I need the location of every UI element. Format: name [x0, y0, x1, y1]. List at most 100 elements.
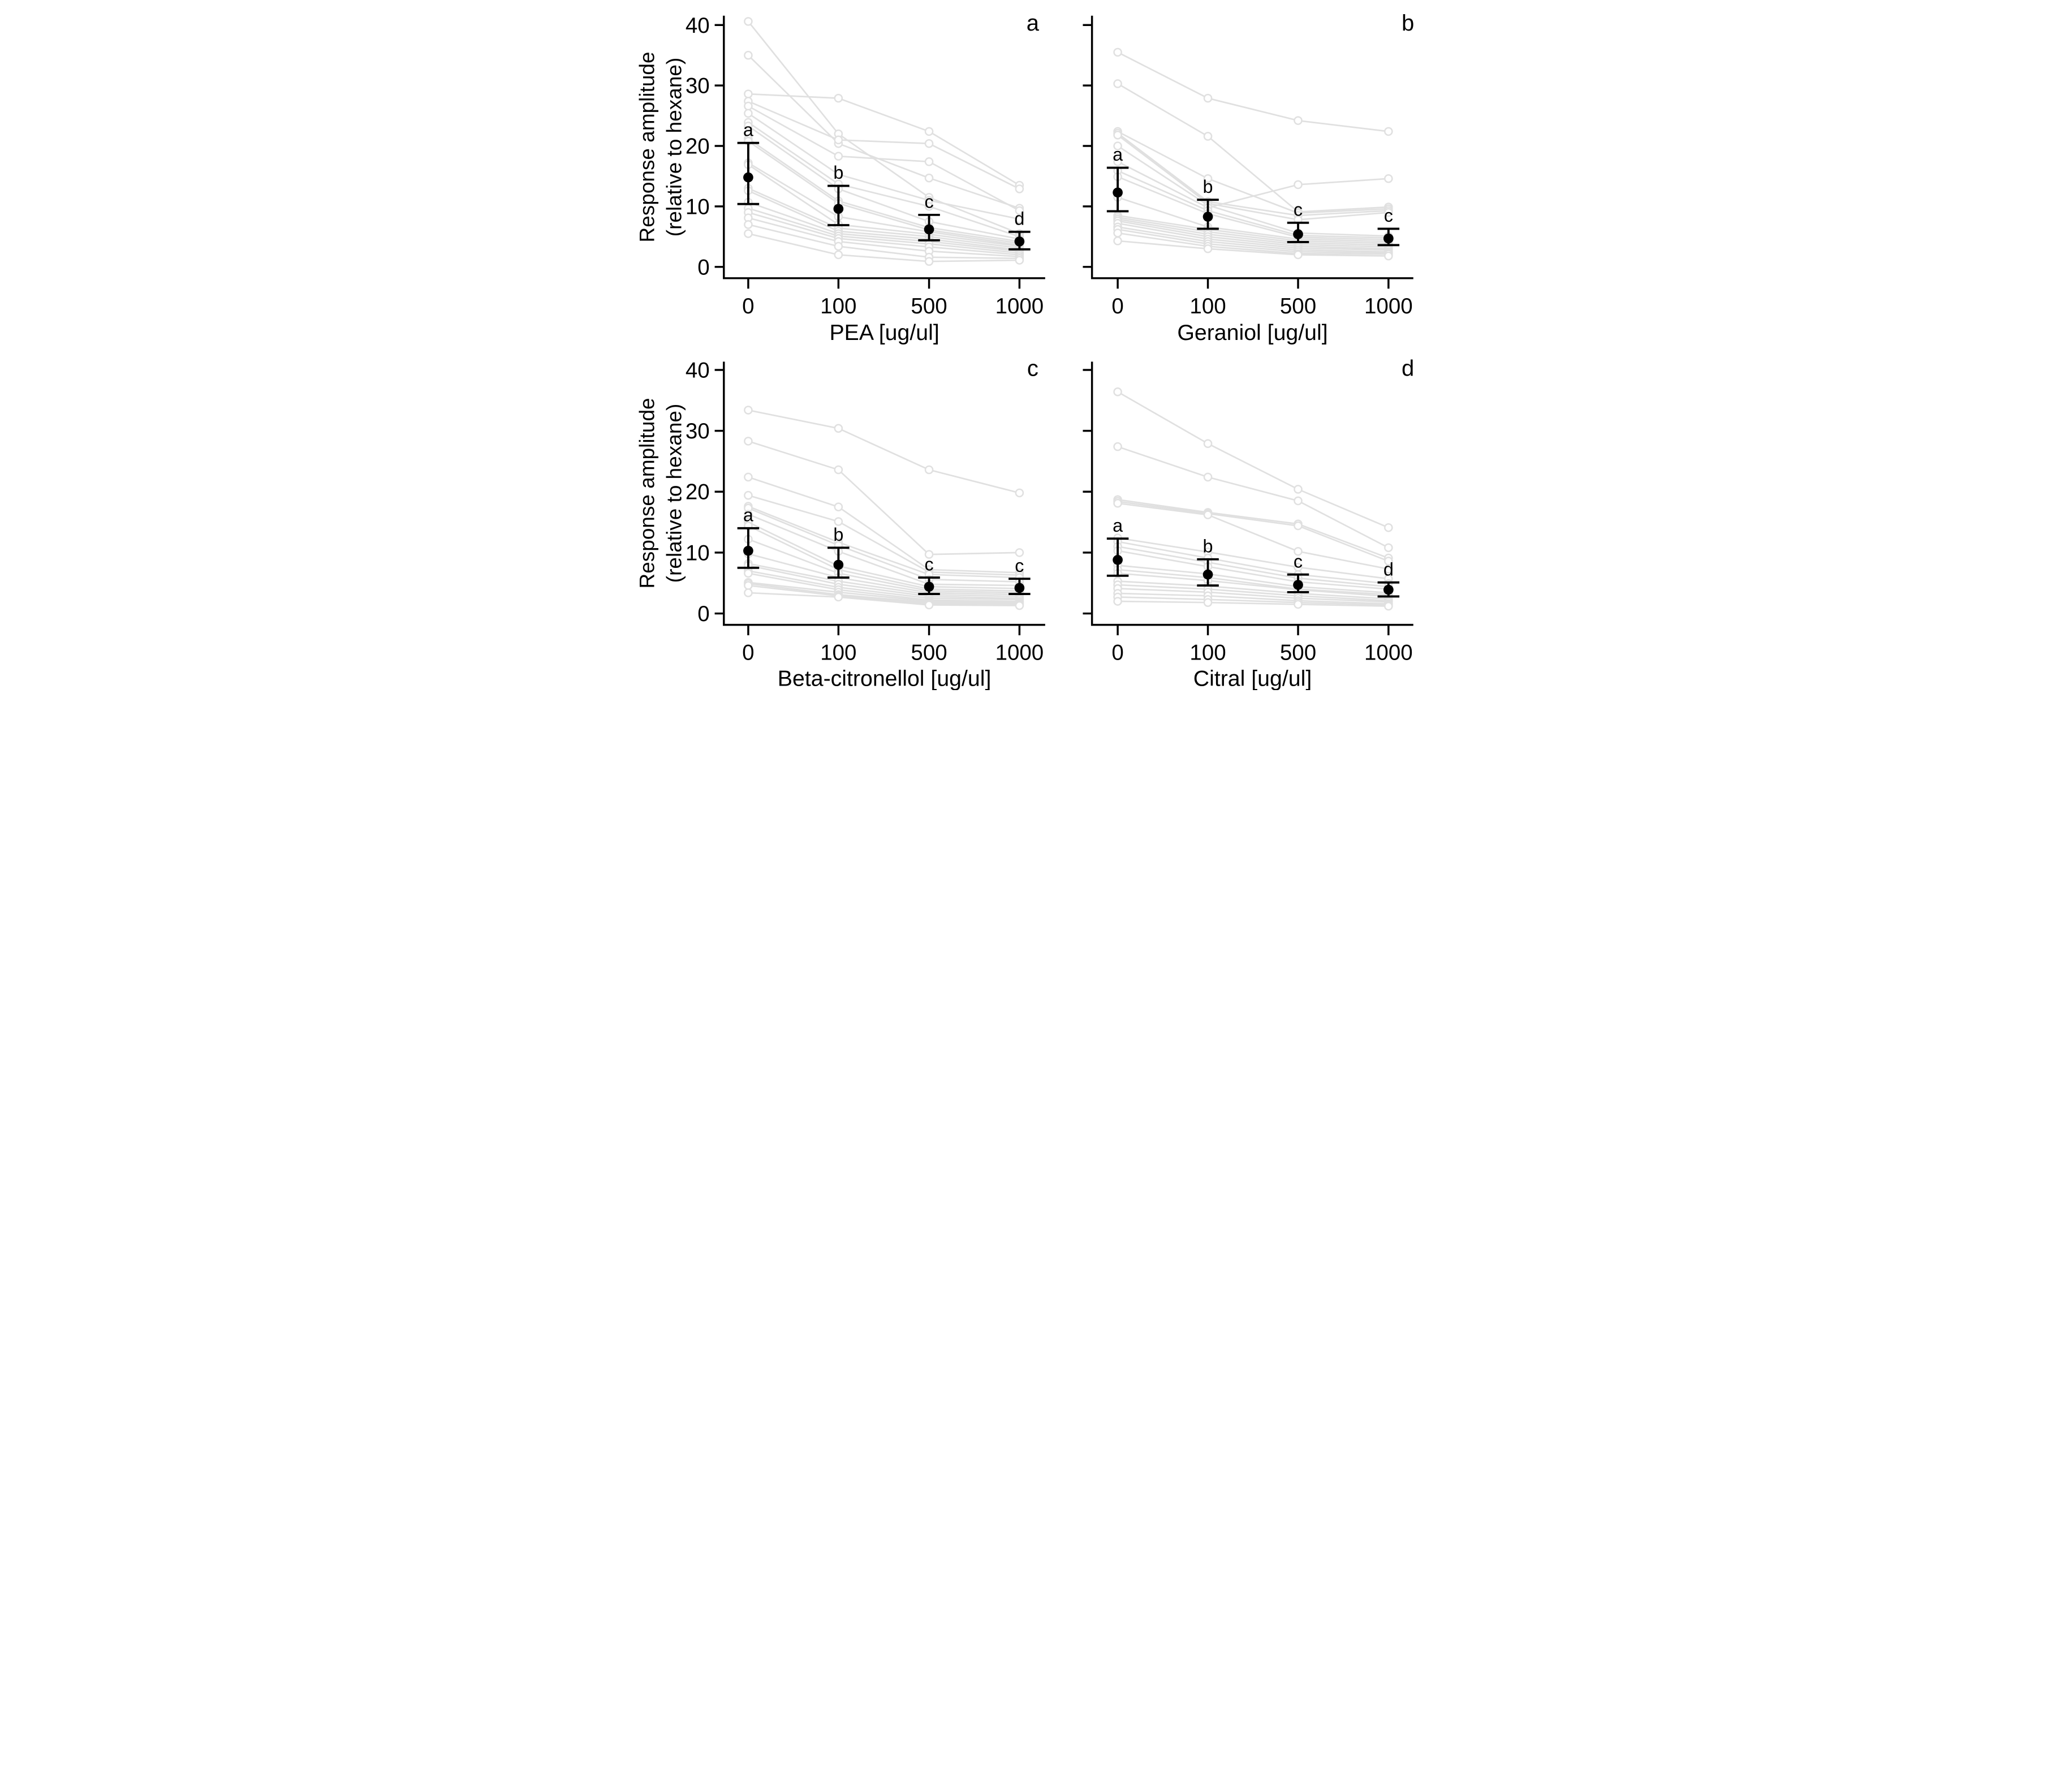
mean-point — [924, 224, 934, 235]
individual-point — [1015, 256, 1024, 265]
individual-point — [1293, 180, 1303, 189]
individual-line — [748, 581, 1019, 604]
individual-line — [747, 507, 1019, 583]
individual-line — [747, 140, 1020, 244]
y-tick-label: 20 — [685, 135, 709, 159]
individual-line — [1117, 176, 1389, 241]
y-tick-label: 30 — [685, 74, 709, 98]
mean-point — [833, 559, 843, 570]
x-tick-label: 1000 — [995, 641, 1044, 665]
individual-lines — [743, 406, 1024, 610]
individual-line — [748, 217, 1019, 257]
individual-point — [1203, 132, 1212, 141]
individual-line — [1117, 446, 1389, 549]
y-tick-label: 40 — [685, 358, 709, 382]
individual-lines — [743, 17, 1024, 266]
mean-point — [1292, 580, 1303, 590]
panel-letter: c — [1027, 356, 1038, 381]
individual-point — [743, 121, 753, 131]
individual-line — [748, 212, 1020, 256]
y-tick-label: 10 — [685, 195, 709, 219]
y-axis-title-line1: Response amplitude — [635, 51, 658, 242]
individual-point — [1015, 206, 1024, 216]
individual-line — [748, 565, 1019, 599]
means-and-ci: a b c d — [1106, 515, 1399, 598]
individual-line — [1117, 600, 1389, 607]
individual-point — [1293, 116, 1303, 125]
individual-line — [747, 521, 1019, 589]
mean-point — [743, 172, 753, 183]
individual-point — [834, 93, 843, 103]
individual-line — [1117, 132, 1389, 217]
individual-line — [1117, 592, 1389, 605]
significance-letter: a — [1113, 144, 1123, 165]
individual-line — [1117, 498, 1389, 559]
y-tick-label: 0 — [697, 255, 709, 279]
axis-frame — [1091, 361, 1413, 626]
x-tick-label: 1000 — [1364, 294, 1413, 318]
mean-point — [1014, 583, 1024, 593]
significance-letter: b — [833, 162, 843, 183]
individual-line — [1117, 572, 1389, 597]
individual-line — [1117, 220, 1389, 250]
individual-line — [1117, 161, 1389, 209]
individual-point — [924, 465, 933, 475]
significance-letter: b — [1202, 176, 1213, 197]
individual-lines — [1113, 387, 1393, 611]
panel-letter: b — [1401, 11, 1413, 36]
individual-line — [1117, 51, 1389, 132]
individual-point — [1203, 439, 1212, 449]
x-tick-label: 100 — [820, 641, 856, 665]
significance-letter: c — [1293, 199, 1302, 219]
individual-line — [747, 100, 1020, 190]
significance-letter: c — [924, 192, 933, 212]
individual-line — [747, 162, 1020, 246]
individual-point — [924, 202, 933, 211]
individual-point — [924, 157, 933, 166]
individual-point — [1203, 510, 1212, 519]
individual-line — [747, 125, 1020, 240]
significance-letter: a — [1113, 515, 1123, 536]
y-axis-title-line2: (relative to hexane) — [662, 404, 686, 583]
individual-point — [743, 50, 753, 60]
x-tick-label: 500 — [1279, 294, 1316, 318]
individual-line — [1117, 134, 1389, 221]
individual-line — [748, 232, 1019, 262]
individual-point — [834, 502, 843, 511]
individual-line — [747, 189, 1020, 251]
individual-point — [743, 588, 753, 597]
y-axis-title-line2: (relative to hexane) — [662, 58, 686, 236]
individual-point — [1015, 184, 1024, 193]
individual-point — [743, 472, 753, 482]
individual-line — [747, 122, 1020, 238]
significance-letter: d — [1383, 559, 1393, 579]
individual-point — [1203, 244, 1212, 253]
individual-point — [834, 135, 843, 145]
individual-point — [1203, 174, 1212, 183]
individual-line — [748, 409, 1020, 494]
individual-point — [924, 600, 933, 610]
y-tick-label: 10 — [685, 541, 709, 565]
individual-line — [748, 572, 1019, 602]
panel-a: 0 10 20 30 40 0 100 500 1000 PEA [ug/ul] Response … — [635, 11, 1045, 345]
individual-line — [1117, 83, 1389, 213]
y-tick-label: 40 — [685, 14, 709, 38]
individual-line — [747, 105, 1020, 212]
x-tick-label: 1000 — [995, 294, 1044, 318]
significance-letter: a — [743, 505, 753, 525]
x-tick-label: 500 — [911, 294, 947, 318]
individual-line — [748, 93, 1020, 186]
individual-line — [1117, 550, 1389, 590]
x-tick-label: 500 — [911, 641, 947, 665]
individual-line — [1117, 145, 1389, 237]
individual-line — [748, 584, 1019, 605]
individual-point — [924, 550, 933, 559]
panel-letter: d — [1401, 356, 1413, 381]
individual-line — [1117, 232, 1389, 255]
individual-line — [1117, 216, 1389, 246]
mean-point — [1112, 554, 1123, 565]
individual-point — [1113, 442, 1122, 451]
y-tick-label: 0 — [697, 602, 709, 626]
mean-point — [833, 204, 843, 214]
mean-point — [1292, 229, 1303, 239]
